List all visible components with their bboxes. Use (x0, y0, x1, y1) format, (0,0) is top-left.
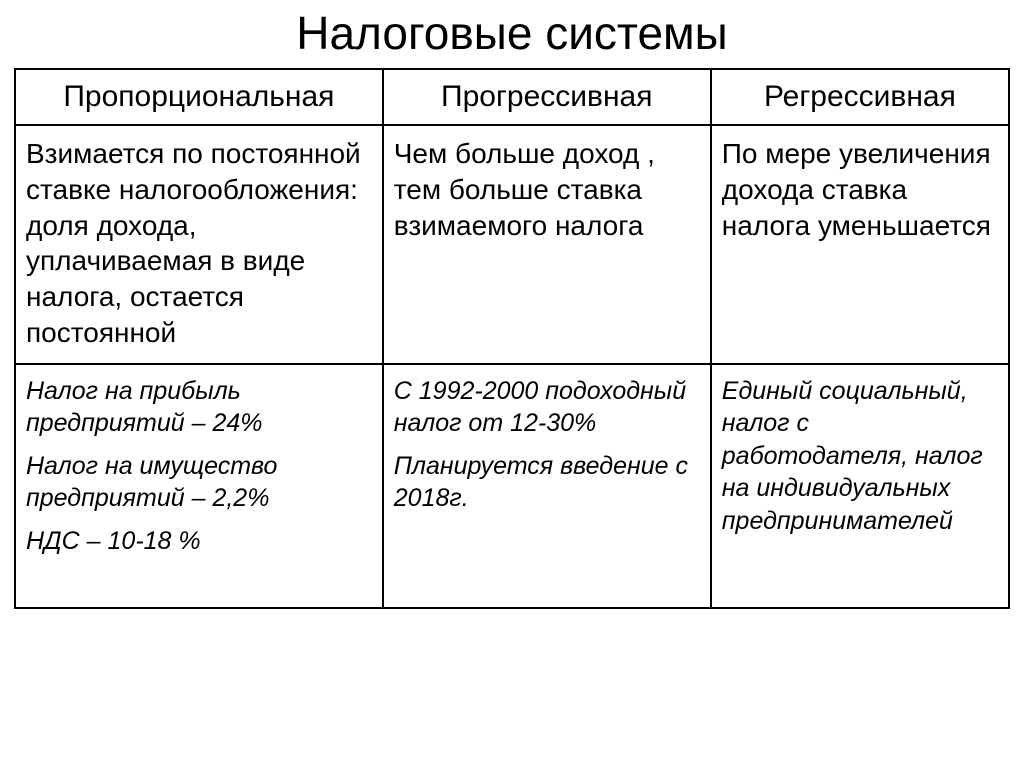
examples-proportional: Налог на прибыль предприятий – 24% Налог… (15, 364, 383, 609)
example-item: Единый социальный, налог с работодателя,… (722, 375, 998, 538)
desc-regressive: По мере увеличения дохода ставка налога … (711, 125, 1009, 364)
example-item: НДС – 10-18 % (26, 525, 372, 558)
example-item: С 1992-2000 подоходный налог от 12-30% (394, 375, 700, 440)
examples-progressive: С 1992-2000 подоходный налог от 12-30% П… (383, 364, 711, 609)
desc-proportional: Взимается по постоянной ставке налогообл… (15, 125, 383, 364)
col-header-regressive: Регрессивная (711, 69, 1009, 125)
col-header-progressive: Прогрессивная (383, 69, 711, 125)
desc-progressive: Чем больше доход , тем больше ставка взи… (383, 125, 711, 364)
example-item: Налог на имущество предприятий – 2,2% (26, 450, 372, 515)
examples-regressive: Единый социальный, налог с работодателя,… (711, 364, 1009, 609)
table-row: Взимается по постоянной ставке налогообл… (15, 125, 1009, 364)
example-item: Налог на прибыль предприятий – 24% (26, 375, 372, 440)
example-item: Планируется введение с 2018г. (394, 450, 700, 515)
page-title: Налоговые системы (0, 6, 1024, 60)
col-header-proportional: Пропорциональная (15, 69, 383, 125)
table-row: Налог на прибыль предприятий – 24% Налог… (15, 364, 1009, 609)
tax-systems-table: Пропорциональная Прогрессивная Регрессив… (14, 68, 1010, 609)
table-header-row: Пропорциональная Прогрессивная Регрессив… (15, 69, 1009, 125)
